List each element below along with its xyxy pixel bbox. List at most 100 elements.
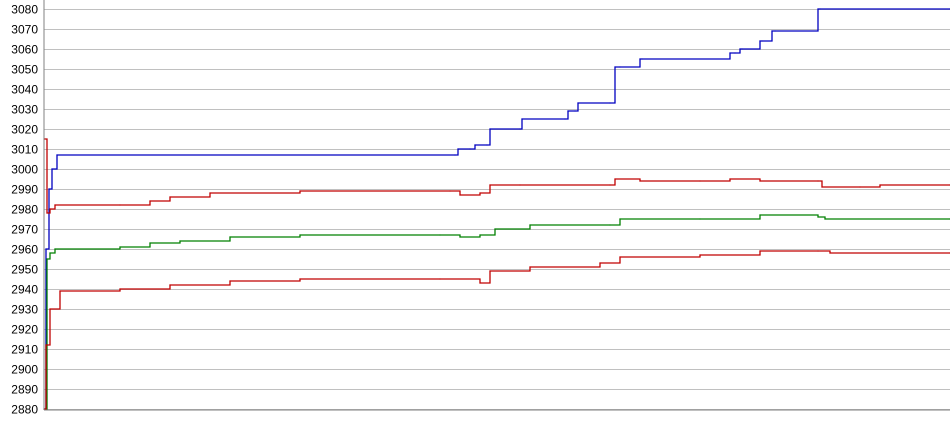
data-point [609,102,611,104]
data-point [449,190,451,192]
data-point [879,184,881,186]
data-point [229,236,231,238]
data-point [299,234,301,236]
data-point [479,192,481,194]
y-tick-label: 3000 [11,163,38,177]
y-tick-label: 2900 [11,363,38,377]
y-tick-label: 2930 [11,303,38,317]
data-point [49,252,51,254]
data-point [119,288,121,290]
y-tick-label: 3040 [11,83,38,97]
data-point [49,208,51,210]
data-point [729,52,731,54]
series-line-0 [44,8,950,410]
y-tick-label: 2940 [11,283,38,297]
data-point [859,186,861,188]
y-tick-label: 3020 [11,123,38,137]
y-tick-label: 3060 [11,43,38,57]
data-point [567,110,569,112]
series-line-1 [44,138,950,214]
data-point [639,58,641,60]
y-tick-label: 2970 [11,223,38,237]
data-point [54,248,56,250]
data-point [734,52,736,54]
data-point [699,218,701,220]
data-point [609,224,611,226]
data-point [817,216,819,218]
data-point [641,58,643,60]
data-point [699,254,701,256]
data-point [46,258,48,260]
y-tick-label: 2880 [11,403,38,417]
y-tick-label: 3050 [11,63,38,77]
data-point [489,184,491,186]
data-point [817,8,819,10]
data-point [759,180,761,182]
data-point [729,178,731,180]
data-point [479,282,481,284]
data-point [619,218,621,220]
data-point [149,200,151,202]
data-point [619,66,621,68]
data-point [489,128,491,130]
data-point [469,148,471,150]
series-lines [43,8,950,410]
data-point [819,8,821,10]
data-point [494,228,496,230]
data-point [521,118,523,120]
data-point [209,192,211,194]
data-point [829,252,831,254]
data-point [56,154,58,156]
data-point [49,308,51,310]
data-point [759,250,761,252]
data-point [45,344,47,346]
data-point [48,188,50,190]
data-point [529,224,531,226]
data-point [599,262,601,264]
data-point [759,214,761,216]
data-point [774,30,776,32]
gridlines [44,9,950,410]
data-point [771,30,773,32]
y-tick-label: 2910 [11,343,38,357]
data-point [479,234,481,236]
data-point [459,194,461,196]
y-tick-label: 2990 [11,183,38,197]
data-point [169,284,171,286]
y-tick-label: 2950 [11,263,38,277]
data-point [439,278,441,280]
data-point [229,280,231,282]
data-point [59,290,61,292]
data-point [619,256,621,258]
data-point [821,186,823,188]
data-point [149,242,151,244]
data-point [119,204,121,206]
data-point [169,196,171,198]
data-point [529,266,531,268]
data-point [519,128,521,130]
data-point [759,40,761,42]
data-point [457,148,459,150]
data-point [614,66,616,68]
data-point [824,218,826,220]
data-point [577,102,579,104]
data-point [519,184,521,186]
data-point [739,48,741,50]
y-tick-label: 3010 [11,143,38,157]
data-point [439,234,441,236]
data-point [639,180,641,182]
data-point [459,236,461,238]
data-point [454,154,456,156]
y-tick-label: 3070 [11,23,38,37]
data-point [486,144,488,146]
data-point [45,248,47,250]
data-point [817,250,819,252]
data-point [741,48,743,50]
data-point [614,178,616,180]
data-point [609,184,611,186]
data-point [179,240,181,242]
data-point [474,144,476,146]
data-point [46,212,48,214]
data-point [699,180,701,182]
